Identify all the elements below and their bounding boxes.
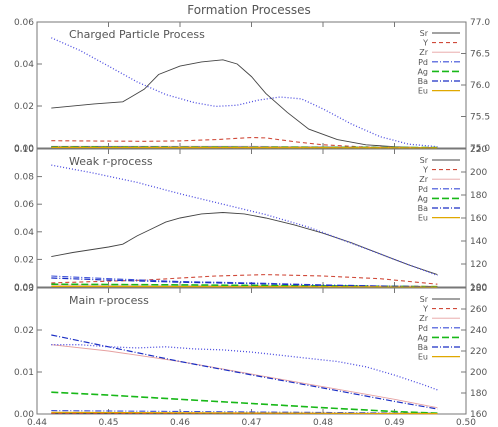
- y2-tick-label: 77.0: [470, 18, 490, 28]
- panel-charged-particle-process: 0.00 0.02 0.04 0.06 75.0 75.5 76.0 76.5 77.0 Char…: [14, 18, 490, 154]
- y-tick-label: 0.04: [14, 60, 34, 70]
- y-tick-label: 0.02: [14, 326, 34, 336]
- y2-tick-label: 140: [470, 237, 487, 247]
- y-tick-label: 0.10: [14, 145, 34, 155]
- plot-frame: [36, 148, 467, 288]
- y2-tick-label: 75.5: [470, 113, 490, 123]
- x-tick-label: 0.46: [170, 418, 190, 427]
- y-tick-label: 0.00: [14, 283, 34, 293]
- x-tick-label: 0.50: [456, 418, 476, 427]
- y2-tick-label: 76.5: [470, 50, 490, 60]
- legend-label-y: Y: [422, 305, 428, 314]
- legend-label-ba: Ba: [418, 77, 428, 86]
- y-tick-label: 0.00: [14, 410, 34, 420]
- x-tick-label: 0.49: [384, 418, 404, 427]
- y-tick-label: 0.06: [14, 18, 34, 28]
- y-tick-label: 0.02: [14, 102, 34, 112]
- legend-label-ag: Ag: [417, 67, 428, 76]
- y2-tick-label: 280: [470, 284, 487, 294]
- y2-tick-label: 100: [470, 283, 487, 293]
- series-line-sr: [51, 59, 438, 149]
- series-line-y: [51, 274, 438, 285]
- y-tick-label: 0.01: [14, 368, 34, 378]
- series-line-right-axis: [51, 164, 438, 277]
- y2-tick-label: 76.0: [470, 81, 490, 91]
- y-tick-label: 0.00: [14, 144, 34, 154]
- x-tick-label: 0.44: [27, 418, 47, 427]
- legend-label-y: Y: [422, 166, 428, 175]
- x-tick-label: 0.45: [98, 418, 118, 427]
- panel-main-r-process: 0.00 0.01 0.02 0.03 160 180 200 220 240 260 280 0.4…: [14, 284, 487, 427]
- legend-label-eu: Eu: [418, 353, 428, 362]
- y2-tick-label: 260: [470, 305, 487, 315]
- x-tick-label: 0.47: [241, 418, 261, 427]
- y2-tick-label: 200: [470, 368, 487, 378]
- chart-panels: 0.00 0.02 0.04 0.06 75.0 75.5 76.0 76.5 77.0 Char…: [14, 18, 490, 427]
- y2-tick-label: 200: [470, 168, 487, 178]
- legend-label-pd: Pd: [418, 185, 428, 194]
- y-tick-label: 0.03: [14, 284, 34, 294]
- legend-label-ag: Ag: [417, 194, 428, 203]
- y2-tick-label: 160: [470, 214, 487, 224]
- series-line-right-axis: [51, 344, 438, 391]
- legend-label-pd: Pd: [418, 58, 428, 67]
- panel-weak-r-process: 0.00 0.02 0.04 0.06 0.08 0.10 100 120 140 160 180 2…: [14, 145, 487, 293]
- legend-label-ba: Ba: [418, 343, 428, 352]
- legend-label-zr: Zr: [419, 48, 428, 57]
- y-tick-label: 0.02: [14, 255, 34, 265]
- y2-tick-label: 120: [470, 260, 487, 270]
- legend-label-zr: Zr: [419, 314, 428, 323]
- legend-label-pd: Pd: [418, 324, 428, 333]
- y-tick-label: 0.06: [14, 200, 34, 210]
- y2-tick-label: 180: [470, 191, 487, 201]
- legend-label-eu: Eu: [418, 214, 428, 223]
- y-tick-label: 0.08: [14, 173, 34, 183]
- panel-title: Main r-process: [69, 294, 149, 307]
- y2-tick-label: 220: [470, 347, 487, 357]
- legend-label-zr: Zr: [419, 175, 428, 184]
- series-line-ba: [51, 334, 438, 410]
- legend-label-ba: Ba: [418, 204, 428, 213]
- series-line-zr: [51, 344, 438, 409]
- y2-tick-label: 160: [470, 410, 487, 420]
- legend-label-sr: Sr: [420, 29, 429, 38]
- series-line-y: [51, 136, 438, 149]
- legend-label-y: Y: [422, 39, 428, 48]
- series-line-ag: [51, 391, 438, 414]
- panel-title: Weak r-process: [69, 155, 153, 168]
- y2-tick-label: 220: [470, 145, 487, 155]
- legend-label-sr: Sr: [420, 156, 429, 165]
- y-tick-label: 0.04: [14, 228, 34, 238]
- x-tick-label: 0.48: [313, 418, 333, 427]
- series-line-sr: [51, 212, 438, 276]
- figure-title: Formation Processes: [187, 3, 311, 17]
- y2-tick-label: 75.0: [470, 144, 490, 154]
- series-line-eu: [51, 411, 438, 415]
- series-line-right-axis: [51, 37, 438, 148]
- y2-tick-label: 180: [470, 389, 487, 399]
- legend-label-ag: Ag: [417, 333, 428, 342]
- legend-label-sr: Sr: [420, 295, 429, 304]
- series-line-pd: [51, 410, 438, 414]
- series-line-ag: [51, 283, 438, 288]
- legend-label-eu: Eu: [418, 87, 428, 96]
- series-line-eu: [51, 285, 438, 288]
- y2-tick-label: 240: [470, 326, 487, 336]
- panel-title: Charged Particle Process: [69, 28, 205, 41]
